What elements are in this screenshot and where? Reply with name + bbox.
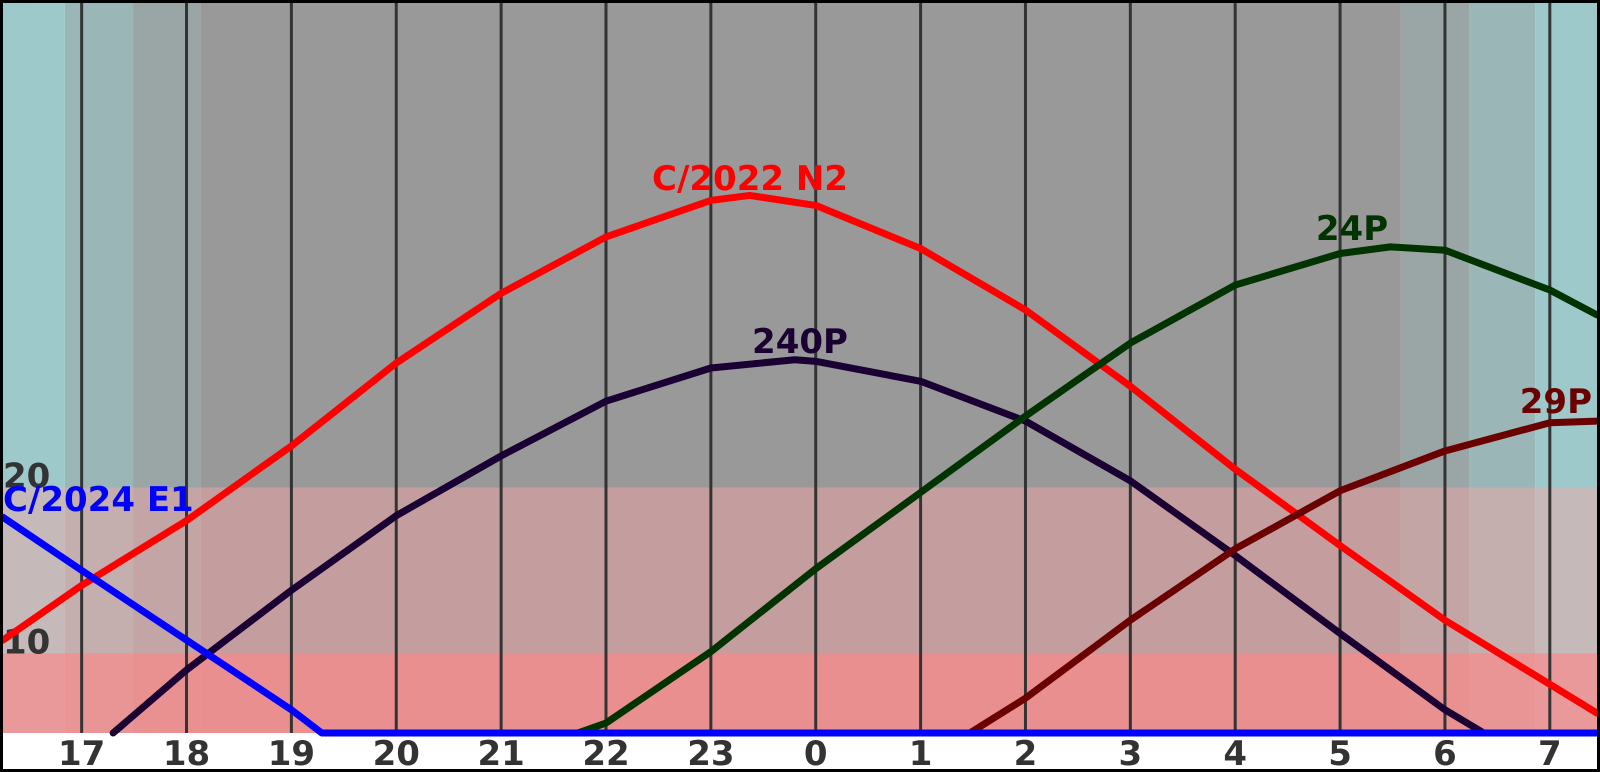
series-line xyxy=(574,243,1600,737)
series-line xyxy=(966,417,1600,737)
x-tick-label: 20 xyxy=(373,734,420,772)
x-tick-label: 22 xyxy=(582,734,629,772)
x-tick-label: 4 xyxy=(1223,734,1247,772)
background-zone xyxy=(3,3,65,733)
x-tick-label: 1 xyxy=(909,734,933,772)
series-line xyxy=(0,513,1600,737)
series-line xyxy=(109,356,1488,737)
series-label: 240P xyxy=(752,322,848,362)
x-tick-label: 3 xyxy=(1118,734,1142,772)
x-tick-label: 19 xyxy=(268,734,315,772)
series-label: C/2024 E1 xyxy=(3,480,194,520)
background-zone xyxy=(1535,3,1597,733)
x-tick-label: 17 xyxy=(58,734,105,772)
x-tick-label: 6 xyxy=(1433,734,1457,772)
background-zone xyxy=(1469,3,1536,733)
background-zone xyxy=(200,3,1401,733)
y-tick-label: 20 xyxy=(3,456,50,496)
background-zone xyxy=(64,3,134,733)
series-label: 24P xyxy=(1316,209,1388,249)
y-tick-label: 10 xyxy=(3,622,50,662)
series-line xyxy=(0,191,1600,717)
x-tick-label: 23 xyxy=(687,734,734,772)
x-tick-label: 0 xyxy=(804,734,828,772)
x-tick-label: 2 xyxy=(1014,734,1038,772)
x-tick-label: 7 xyxy=(1538,734,1562,772)
altitude-band-low xyxy=(3,653,1597,733)
series-label: 29P xyxy=(1520,382,1592,422)
x-tick-label: 5 xyxy=(1328,734,1352,772)
series-label: C/2022 N2 xyxy=(652,159,848,199)
x-tick-label: 18 xyxy=(163,734,210,772)
x-tick-label: 21 xyxy=(477,734,524,772)
